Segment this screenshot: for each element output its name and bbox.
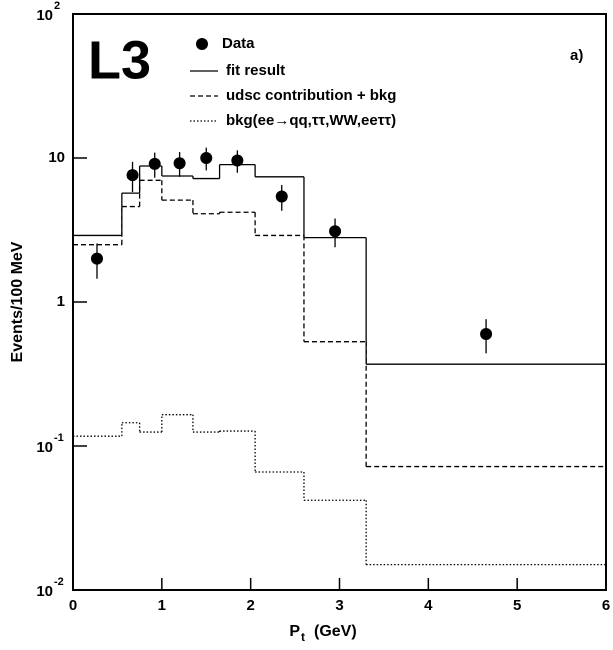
x-tick-label: 3 [335,597,343,614]
y-tick-label: 10 [36,439,53,456]
x-tick-label: 0 [69,597,77,614]
y-tick-label: 10 [36,583,53,600]
legend-label: Data [222,35,255,52]
y-tick-label: 1 [57,293,65,310]
data-point [231,154,244,167]
legend-marker [196,38,208,50]
data-point [173,157,186,170]
x-tick-label: 6 [602,597,610,614]
data-point [480,327,493,340]
y-tick-exponent: -2 [54,576,64,588]
x-axis-label-unit: (GeV) [314,623,357,640]
x-axis-label: P [289,623,300,640]
panel-label: a) [570,47,583,64]
y-axis-label: Events/100 MeV [9,241,26,362]
data-point [200,152,213,164]
x-axis-label-sub: t [301,630,305,644]
data-point [126,169,139,182]
data-point [148,157,161,170]
x-tick-label: 2 [246,597,254,614]
data-point [275,190,288,203]
experiment-label: L3 [88,30,151,90]
x-tick-label: 4 [424,597,433,614]
y-tick-label: 10 [48,149,65,166]
x-tick-label: 1 [158,597,166,614]
x-tick-label: 5 [513,597,521,614]
data-point [90,252,103,265]
legend-label: udsc contribution + bkg [226,87,396,104]
legend-label: bkg(ee→qq,ττ,WW,eeττ) [226,112,396,129]
y-tick-exponent: 2 [54,0,60,12]
y-tick-label: 10 [36,7,53,24]
y-tick-exponent: -1 [54,432,64,444]
data-point [329,225,342,238]
legend-label: fit result [226,62,285,79]
